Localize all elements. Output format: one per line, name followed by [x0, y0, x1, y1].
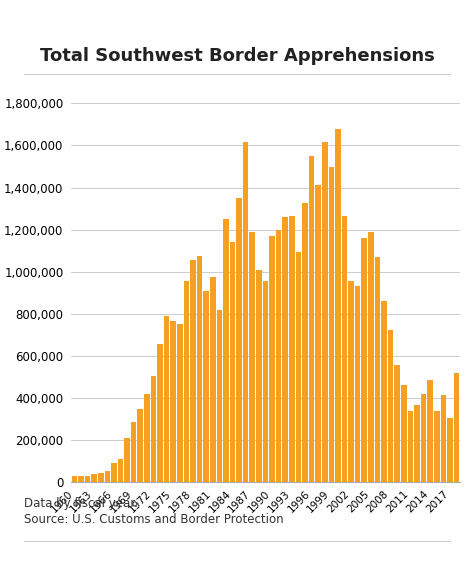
- Bar: [342, 216, 347, 482]
- Bar: [210, 277, 216, 482]
- Bar: [197, 256, 202, 482]
- Bar: [328, 166, 334, 482]
- Bar: [151, 376, 156, 482]
- Bar: [223, 219, 229, 482]
- Bar: [98, 473, 103, 482]
- Bar: [230, 242, 235, 482]
- Bar: [421, 393, 426, 482]
- Bar: [237, 198, 242, 482]
- Bar: [296, 252, 301, 482]
- Bar: [137, 409, 143, 482]
- Bar: [72, 476, 77, 482]
- Bar: [355, 286, 360, 482]
- Bar: [276, 230, 282, 482]
- Bar: [335, 129, 341, 482]
- Bar: [78, 476, 84, 482]
- Bar: [263, 281, 268, 482]
- Bar: [368, 232, 374, 482]
- Bar: [124, 437, 130, 482]
- Bar: [190, 259, 196, 482]
- Bar: [447, 418, 453, 482]
- Bar: [414, 405, 420, 482]
- Bar: [164, 316, 169, 482]
- Bar: [388, 330, 393, 482]
- Bar: [401, 385, 407, 482]
- Bar: [183, 281, 189, 482]
- Text: Source: U.S. Customs and Border Protection: Source: U.S. Customs and Border Protecti…: [24, 513, 283, 526]
- Bar: [315, 185, 321, 482]
- Bar: [394, 365, 400, 482]
- Bar: [157, 344, 163, 482]
- Bar: [348, 281, 354, 482]
- Bar: [309, 156, 314, 482]
- Bar: [381, 302, 387, 482]
- Bar: [105, 470, 110, 482]
- Bar: [289, 216, 295, 482]
- Bar: [203, 290, 209, 482]
- Bar: [144, 394, 150, 482]
- Bar: [85, 476, 91, 482]
- Bar: [408, 410, 413, 482]
- Bar: [171, 321, 176, 482]
- Bar: [91, 474, 97, 482]
- Text: Total Southwest Border Apprehensions: Total Southwest Border Apprehensions: [40, 47, 434, 65]
- Bar: [362, 238, 367, 482]
- Bar: [283, 218, 288, 482]
- Bar: [322, 142, 328, 482]
- Bar: [269, 236, 275, 482]
- Bar: [434, 411, 439, 482]
- Bar: [256, 270, 262, 482]
- Text: Data by fiscal year.: Data by fiscal year.: [24, 497, 137, 510]
- Bar: [440, 395, 446, 482]
- Bar: [243, 142, 248, 482]
- Bar: [249, 232, 255, 482]
- Bar: [374, 256, 380, 482]
- Bar: [131, 423, 137, 482]
- Bar: [217, 310, 222, 482]
- Bar: [428, 380, 433, 482]
- Bar: [302, 203, 308, 482]
- Bar: [454, 373, 459, 482]
- Bar: [118, 459, 123, 482]
- Bar: [111, 463, 117, 482]
- Bar: [177, 325, 182, 482]
